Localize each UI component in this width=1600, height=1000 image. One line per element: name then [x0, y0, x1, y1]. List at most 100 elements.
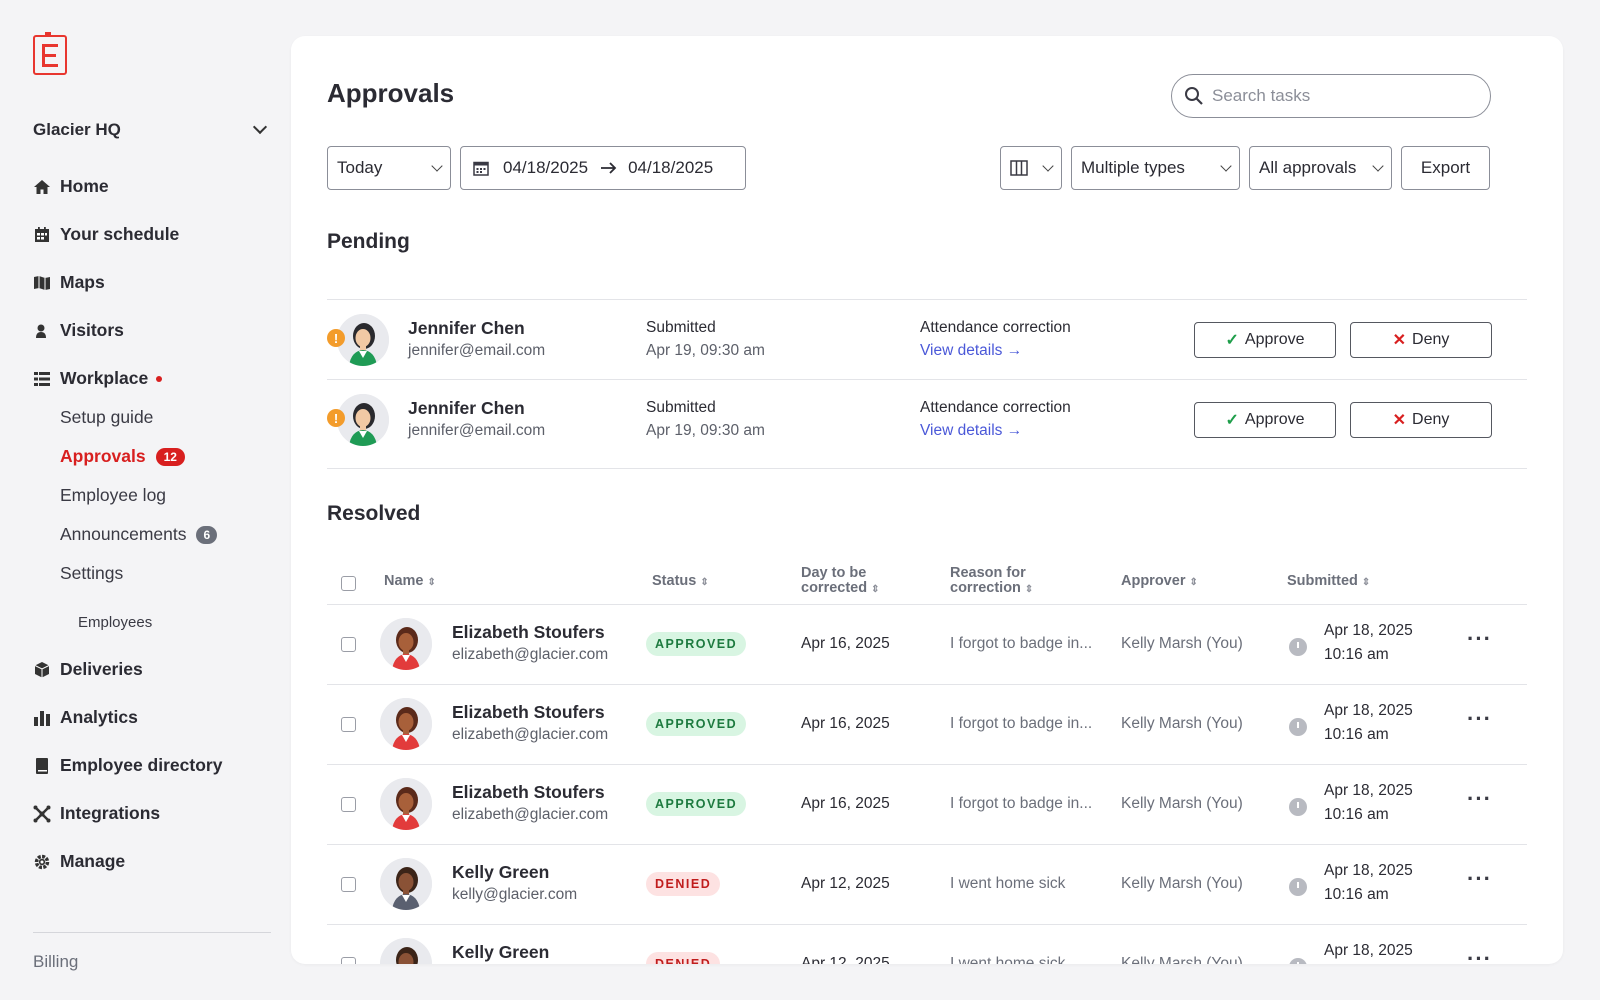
more-options-icon[interactable]: ··· [1467, 946, 1492, 964]
sidebar-item-settings[interactable]: Settings [60, 563, 123, 584]
row-divider [327, 684, 1527, 685]
clock-icon [1289, 798, 1307, 816]
table-row[interactable]: Elizabeth Stoufers elizabeth@glacier.com A… [327, 604, 1527, 684]
approve-button[interactable]: ✓ Approve [1194, 322, 1336, 358]
search-input[interactable] [1212, 86, 1472, 106]
more-options-icon[interactable]: ··· [1467, 866, 1492, 891]
deny-button[interactable]: ✕ Deny [1350, 322, 1492, 358]
sidebar-item-integrations[interactable]: Integrations [33, 803, 160, 824]
correction-reason: I went home sick [950, 955, 1066, 964]
date-range-picker[interactable]: 04/18/2025 04/18/2025 [460, 146, 746, 190]
table-row[interactable]: Elizabeth Stoufers elizabeth@glacier.com A… [327, 684, 1527, 764]
export-button[interactable]: Export [1401, 146, 1490, 190]
sidebar-item-schedule[interactable]: Your schedule [33, 224, 179, 245]
approval-filter-value: All approvals [1259, 158, 1357, 177]
sidebar-item-home[interactable]: Home [33, 176, 109, 197]
date-from: 04/18/2025 [503, 158, 589, 177]
column-label: corrected [801, 580, 868, 596]
correction-reason: I forgot to badge in... [950, 715, 1093, 732]
column-header-name[interactable]: Name ⇕ [384, 574, 436, 590]
sidebar-item-maps[interactable]: Maps [33, 272, 105, 293]
approver-name: Kelly Marsh (You) [1121, 875, 1243, 892]
avatar [380, 778, 432, 830]
column-header-approver[interactable]: Approver ⇕ [1121, 574, 1198, 590]
org-switcher[interactable]: Glacier HQ [33, 119, 271, 140]
column-header-reason[interactable]: Reason for correction ⇕ [950, 566, 1033, 597]
select-all-checkbox[interactable] [341, 576, 356, 591]
sidebar-item-employee-directory[interactable]: Employee directory [33, 755, 222, 776]
requester-email: jennifer@email.com [408, 422, 546, 439]
app-logo[interactable] [33, 32, 67, 75]
column-header-submitted[interactable]: Submitted ⇕ [1287, 574, 1370, 590]
row-checkbox[interactable] [341, 637, 356, 652]
range-select[interactable]: Today [327, 146, 451, 190]
resolved-section-title: Resolved [327, 502, 421, 525]
employee-email: kelly@glacier.com [452, 886, 578, 903]
approve-button-label: Approve [1244, 331, 1305, 348]
row-divider [327, 924, 1527, 925]
avatar [380, 938, 432, 964]
more-options-icon[interactable]: ··· [1467, 626, 1492, 651]
sidebar-item-label: Settings [60, 563, 124, 583]
submitted-date: Apr 18, 2025 [1324, 942, 1413, 959]
search-box[interactable] [1171, 74, 1491, 118]
sidebar-item-label: Integrations [60, 803, 161, 823]
columns-icon [1010, 160, 1028, 176]
approve-button[interactable]: ✓ Approve [1194, 402, 1336, 438]
type-select[interactable]: Multiple types [1071, 146, 1240, 190]
calendar-icon [473, 161, 489, 176]
submitted-date: Apr 18, 2025 [1324, 782, 1413, 799]
sidebar-item-announcements[interactable]: Announcements 6 [60, 524, 218, 545]
warning-icon: ! [327, 409, 345, 427]
row-checkbox[interactable] [341, 717, 356, 732]
sidebar-item-setup-guide[interactable]: Setup guide [60, 407, 153, 428]
sidebar-item-label: Employee log [60, 485, 167, 505]
list-icon [33, 370, 51, 388]
column-header-status[interactable]: Status ⇕ [652, 574, 709, 590]
row-checkbox[interactable] [341, 957, 356, 964]
column-header-day[interactable]: Day to be corrected ⇕ [801, 566, 879, 597]
sidebar-item-analytics[interactable]: Analytics [33, 707, 138, 728]
home-icon [33, 178, 51, 196]
avatar [337, 314, 389, 366]
row-checkbox[interactable] [341, 797, 356, 812]
more-options-icon[interactable]: ··· [1467, 706, 1492, 731]
sidebar-item-workplace[interactable]: Workplace [33, 368, 163, 389]
pending-row: ! Jennifer Chen jennifer@email.com Submitte… [327, 379, 1527, 460]
announcements-count-badge: 6 [196, 525, 218, 544]
request-type: Attendance correction [920, 399, 1071, 416]
sidebar-item-manage[interactable]: Manage [33, 851, 125, 872]
row-divider [327, 604, 1527, 605]
sidebar-item-employees[interactable]: Employees [78, 614, 153, 631]
book-icon [33, 757, 51, 775]
view-details-link[interactable]: View details → [920, 342, 1023, 359]
check-icon: ✓ [1225, 332, 1239, 349]
deny-button[interactable]: ✕ Deny [1350, 402, 1492, 438]
close-icon: ✕ [1392, 332, 1407, 349]
day-corrected: Apr 16, 2025 [801, 795, 890, 812]
sidebar-item-visitors[interactable]: Visitors [33, 320, 124, 341]
sidebar-item-deliveries[interactable]: Deliveries [33, 659, 143, 680]
sidebar: Glacier HQ Home Your schedule Maps Visit… [0, 0, 290, 1000]
sidebar-item-label: Announcements [60, 524, 187, 544]
sidebar-item-approvals[interactable]: Approvals 12 [60, 446, 185, 467]
notification-dot [156, 375, 163, 382]
table-row[interactable]: Elizabeth Stoufers elizabeth@glacier.com A… [327, 764, 1527, 844]
more-options-icon[interactable]: ··· [1467, 786, 1492, 811]
columns-toggle[interactable] [1000, 146, 1062, 190]
sidebar-item-employee-log[interactable]: Employee log [60, 485, 166, 506]
status-badge: APPROVED [646, 792, 747, 816]
request-type: Attendance correction [920, 319, 1071, 336]
approval-filter-select[interactable]: All approvals [1249, 146, 1392, 190]
sidebar-item-label: Employee directory [60, 755, 223, 775]
submitted-time: 10:16 am [1324, 886, 1389, 903]
view-details-link[interactable]: View details → [920, 422, 1023, 439]
close-icon: ✕ [1392, 412, 1407, 429]
map-icon [33, 274, 51, 292]
sidebar-item-billing[interactable]: Billing [33, 952, 79, 971]
page-title: Approvals [327, 78, 455, 108]
pending-row: ! Jennifer Chen jennifer@email.com Submitte… [327, 299, 1527, 380]
row-checkbox[interactable] [341, 877, 356, 892]
